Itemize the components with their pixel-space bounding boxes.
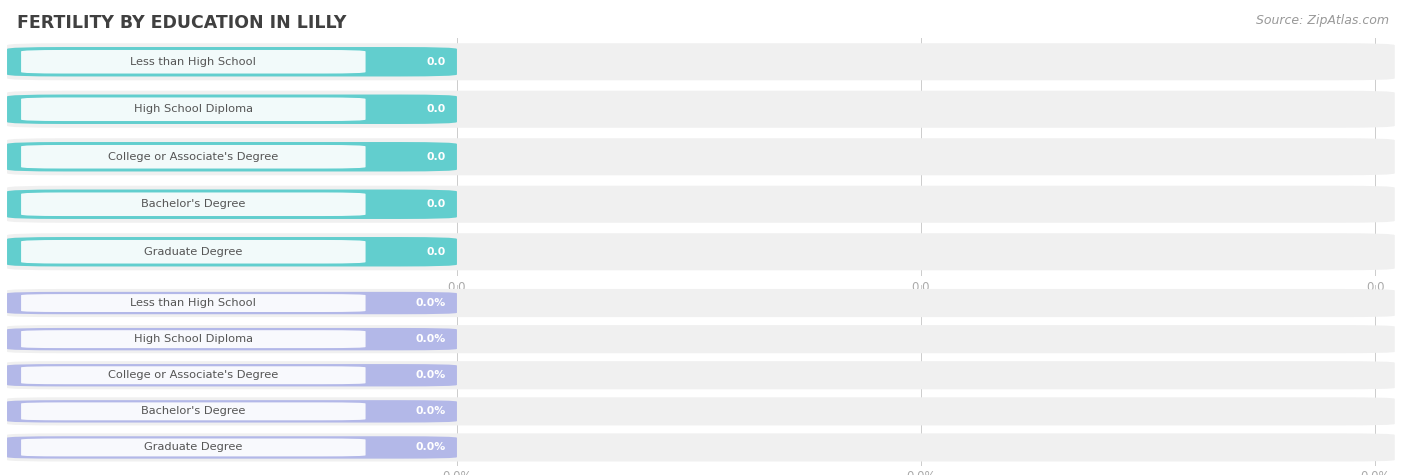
Text: 0.0%: 0.0% (415, 334, 446, 344)
Text: 0.0: 0.0 (426, 247, 446, 257)
Text: Graduate Degree: Graduate Degree (145, 442, 242, 453)
Text: 0.0%: 0.0% (905, 470, 936, 475)
Text: Bachelor's Degree: Bachelor's Degree (141, 199, 246, 209)
Text: 0.0: 0.0 (426, 199, 446, 209)
Text: 0.0: 0.0 (1365, 281, 1385, 294)
FancyBboxPatch shape (7, 289, 1395, 317)
Text: Less than High School: Less than High School (131, 57, 256, 67)
FancyBboxPatch shape (7, 91, 1395, 128)
FancyBboxPatch shape (21, 438, 366, 456)
FancyBboxPatch shape (7, 325, 1395, 353)
Text: 0.0%: 0.0% (441, 470, 472, 475)
Text: 0.0: 0.0 (426, 57, 446, 67)
FancyBboxPatch shape (7, 142, 457, 171)
FancyBboxPatch shape (21, 294, 366, 312)
FancyBboxPatch shape (7, 397, 1395, 426)
Text: College or Associate's Degree: College or Associate's Degree (108, 152, 278, 162)
Text: College or Associate's Degree: College or Associate's Degree (108, 370, 278, 380)
FancyBboxPatch shape (7, 190, 457, 219)
Text: High School Diploma: High School Diploma (134, 334, 253, 344)
FancyBboxPatch shape (7, 138, 1395, 175)
FancyBboxPatch shape (21, 97, 366, 121)
FancyBboxPatch shape (21, 50, 366, 74)
Text: 0.0%: 0.0% (415, 406, 446, 417)
Text: 0.0: 0.0 (447, 281, 467, 294)
Text: 0.0%: 0.0% (415, 298, 446, 308)
FancyBboxPatch shape (7, 95, 457, 124)
FancyBboxPatch shape (21, 192, 366, 216)
FancyBboxPatch shape (21, 402, 366, 420)
Text: 0.0%: 0.0% (1360, 470, 1391, 475)
Text: Graduate Degree: Graduate Degree (145, 247, 242, 257)
Text: Less than High School: Less than High School (131, 298, 256, 308)
FancyBboxPatch shape (7, 328, 457, 351)
FancyBboxPatch shape (7, 233, 1395, 270)
Text: High School Diploma: High School Diploma (134, 104, 253, 114)
FancyBboxPatch shape (21, 240, 366, 264)
Text: Source: ZipAtlas.com: Source: ZipAtlas.com (1256, 14, 1389, 27)
FancyBboxPatch shape (21, 330, 366, 348)
FancyBboxPatch shape (7, 400, 457, 423)
FancyBboxPatch shape (7, 186, 1395, 223)
FancyBboxPatch shape (7, 237, 457, 266)
FancyBboxPatch shape (21, 145, 366, 169)
Text: 0.0%: 0.0% (415, 370, 446, 380)
FancyBboxPatch shape (21, 366, 366, 384)
Text: 0.0: 0.0 (426, 152, 446, 162)
Text: 0.0%: 0.0% (415, 442, 446, 453)
Text: Bachelor's Degree: Bachelor's Degree (141, 406, 246, 417)
Text: 0.0: 0.0 (911, 281, 931, 294)
FancyBboxPatch shape (7, 364, 457, 387)
FancyBboxPatch shape (7, 433, 1395, 462)
FancyBboxPatch shape (7, 47, 457, 76)
FancyBboxPatch shape (7, 361, 1395, 390)
FancyBboxPatch shape (7, 436, 457, 459)
Text: FERTILITY BY EDUCATION IN LILLY: FERTILITY BY EDUCATION IN LILLY (17, 14, 346, 32)
FancyBboxPatch shape (7, 43, 1395, 80)
Text: 0.0: 0.0 (426, 104, 446, 114)
FancyBboxPatch shape (7, 292, 457, 314)
